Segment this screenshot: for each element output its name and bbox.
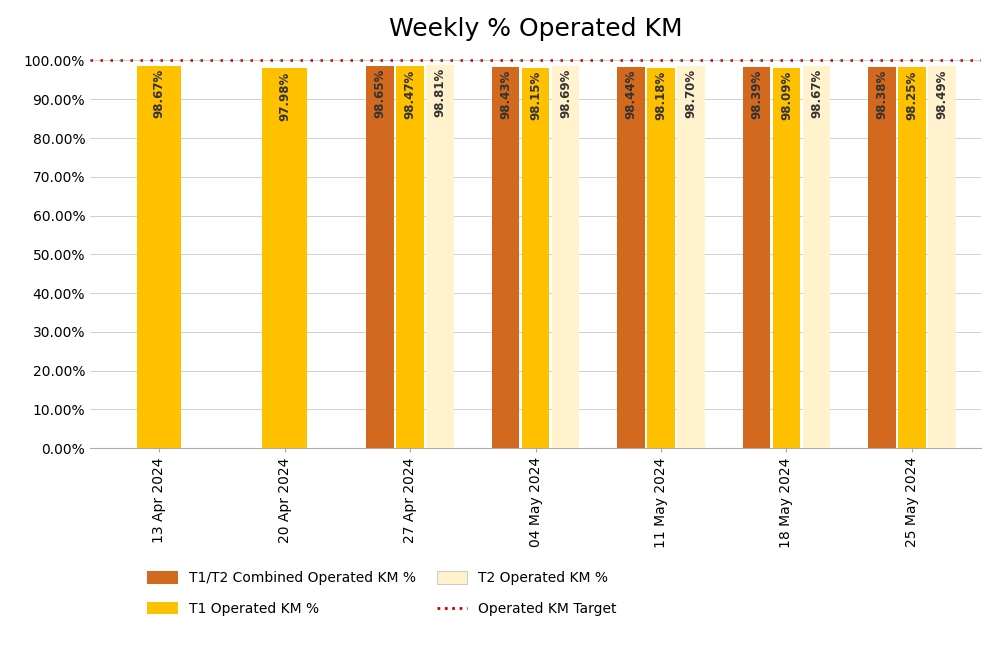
Bar <box>366 66 393 448</box>
Bar <box>868 67 896 448</box>
Bar <box>617 67 645 448</box>
Bar <box>678 65 705 448</box>
Bar <box>773 68 800 448</box>
Text: 97.98%: 97.98% <box>278 71 291 121</box>
Text: 98.25%: 98.25% <box>906 71 919 119</box>
Bar <box>426 65 454 448</box>
Text: 98.09%: 98.09% <box>780 71 793 120</box>
Bar <box>898 67 926 448</box>
Text: 98.15%: 98.15% <box>530 71 542 120</box>
Text: 98.69%: 98.69% <box>560 69 573 118</box>
Bar <box>743 67 770 448</box>
Text: 98.49%: 98.49% <box>936 69 949 119</box>
Bar <box>928 67 956 448</box>
Bar <box>522 68 550 448</box>
Bar <box>552 65 580 448</box>
Text: 98.47%: 98.47% <box>403 69 416 119</box>
Legend: T1/T2 Combined Operated KM %, T1 Operated KM %, T2 Operated KM %, Operated KM Ta: T1/T2 Combined Operated KM %, T1 Operate… <box>141 566 623 621</box>
Bar <box>803 66 831 448</box>
Text: 98.38%: 98.38% <box>875 70 888 119</box>
Bar <box>491 67 520 448</box>
Text: 98.81%: 98.81% <box>433 68 446 117</box>
Bar <box>648 67 675 448</box>
Text: 98.67%: 98.67% <box>810 69 823 118</box>
Text: 98.67%: 98.67% <box>152 69 165 118</box>
Bar <box>396 67 423 448</box>
Text: 98.70%: 98.70% <box>685 69 698 118</box>
Text: 98.65%: 98.65% <box>373 69 386 118</box>
Bar <box>137 66 181 448</box>
Title: Weekly % Operated KM: Weekly % Operated KM <box>388 17 683 41</box>
Text: 98.39%: 98.39% <box>750 70 763 119</box>
Bar <box>262 69 306 448</box>
Text: 98.44%: 98.44% <box>625 70 638 119</box>
Text: 98.43%: 98.43% <box>498 70 512 119</box>
Text: 98.18%: 98.18% <box>655 71 668 120</box>
